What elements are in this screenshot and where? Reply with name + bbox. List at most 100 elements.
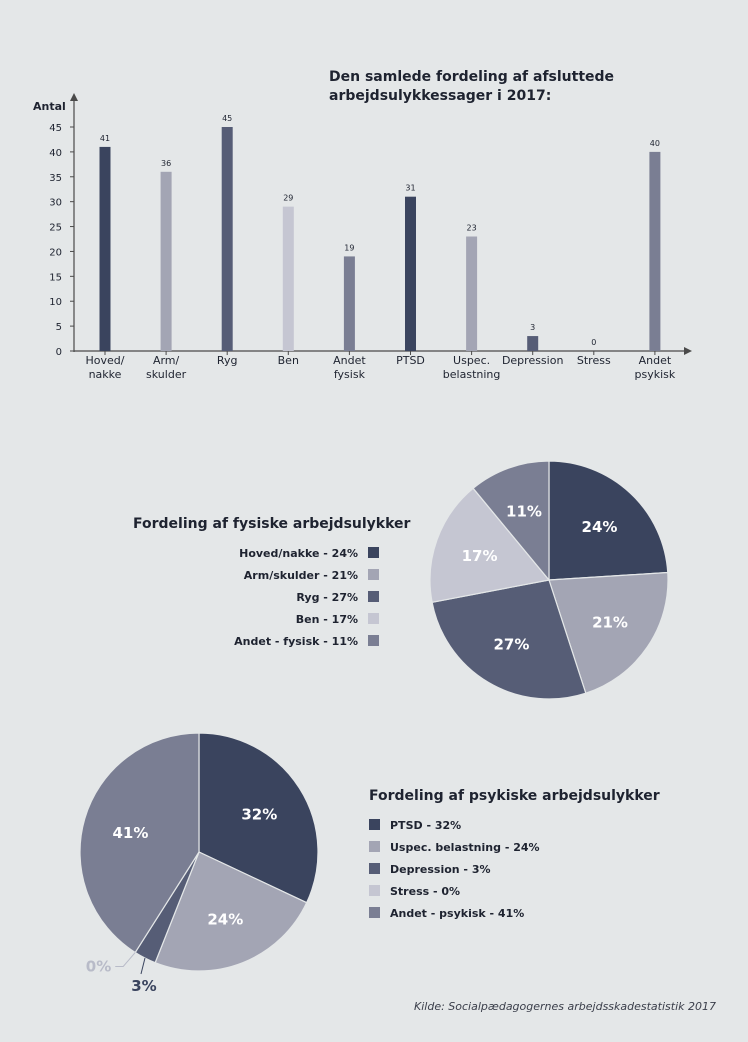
physical-pie-slice-label: 24% (582, 518, 618, 536)
physical-pie-chart (429, 460, 669, 700)
bar-value-label: 40 (650, 139, 660, 148)
psych-pie-legend-swatch (369, 841, 380, 852)
bar-value-label: 19 (344, 243, 354, 252)
bar-value-label: 3 (530, 323, 535, 332)
psych-pie-legend-swatch (369, 819, 380, 830)
physical-pie-title: Fordeling af fysiske arbejdsulykker (133, 516, 411, 532)
source-note: Kilde: Socialpædagogernes arbejdsskadest… (414, 1000, 716, 1013)
y-tick-label: 30 (49, 198, 62, 209)
psych-pie-legend-label: Uspec. belastning - 24% (390, 841, 540, 854)
psych-pie-legend-swatch (369, 885, 380, 896)
psych-pie-callout-line (115, 952, 136, 967)
x-tick-label: fysisk (334, 368, 366, 381)
y-tick-label: 10 (49, 297, 62, 308)
physical-pie-legend-swatch (368, 613, 379, 624)
physical-pie-slice (429, 487, 551, 604)
physical-pie-legend: Hoved/nakke - 24% Arm/skulder - 21% Ryg - … (234, 547, 379, 648)
psych-pie-chart (79, 732, 319, 972)
bar-chart-title: Den samlede fordeling af afsluttede arbe… (329, 69, 614, 104)
physical-pie-slice-label: 11% (506, 503, 542, 521)
physical-pie-legend-swatch (368, 547, 379, 558)
y-tick-label: 25 (49, 223, 62, 234)
physical-pie-legend-label: Arm/skulder - 21% (244, 569, 358, 582)
x-tick-label: PTSD (396, 354, 425, 367)
bar (405, 196, 416, 351)
bar (527, 336, 539, 351)
physical-pie-slice-label: 17% (462, 547, 498, 565)
bar (343, 256, 355, 351)
y-tick-label: 5 (56, 322, 62, 333)
psych-pie-slice-label: 3% (131, 977, 156, 995)
bar-value-label: 29 (283, 194, 293, 203)
bar (221, 127, 233, 351)
x-tick-label: Uspec. (453, 354, 490, 367)
bar-value-label: 45 (222, 114, 232, 123)
psych-pie-slice (154, 851, 308, 972)
psych-pie-slice-label: 41% (112, 824, 148, 842)
x-tick-label: Arm/ (153, 354, 180, 367)
x-axis-arrow (684, 347, 692, 355)
psych-pie-slice (198, 732, 319, 904)
y-tick-label: 0 (56, 347, 62, 358)
psych-pie-legend-label: Andet - psykisk - 41% (390, 907, 524, 920)
psych-pie-slice (79, 732, 200, 954)
psych-pie-legend-swatch (369, 907, 380, 918)
physical-pie-legend-swatch (368, 569, 379, 580)
physical-pie-legend-label: Ryg - 27% (296, 591, 358, 604)
x-tick-label: Andet (333, 354, 366, 367)
x-tick-label: nakke (89, 368, 122, 381)
bar-value-label: 31 (405, 184, 415, 193)
y-tick-label: 15 (49, 272, 62, 283)
psych-pie-legend-label: Stress - 0% (390, 885, 460, 898)
bar (160, 171, 172, 351)
physical-pie-slice-label: 21% (592, 613, 628, 631)
physical-pie-legend-label: Hoved/nakke - 24% (239, 547, 358, 560)
bar-chart: Den samlede fordeling af afsluttede arbe… (33, 69, 692, 381)
x-tick-label: Depression (502, 354, 564, 367)
x-tick-label: Hoved/ (86, 354, 125, 367)
y-tick-label: 35 (49, 173, 62, 184)
physical-pie-slice (431, 579, 587, 700)
bar (466, 236, 478, 351)
psych-pie-slice (134, 851, 200, 964)
bars: 41 36 45 29 19 31 23 3 0 40 (99, 114, 661, 351)
y-tick-label: 20 (49, 247, 62, 258)
psych-pie-legend-label: Depression - 3% (390, 863, 491, 876)
y-tick-label: 45 (49, 123, 62, 134)
x-tick-label: Ryg (217, 354, 238, 367)
psych-pie-slice-label: 0% (86, 957, 111, 975)
physical-pie-slice-label: 27% (493, 636, 529, 654)
bar (649, 151, 661, 351)
physical-pie-slice (548, 571, 669, 694)
bar (282, 206, 294, 351)
bar-value-label: 0 (591, 338, 596, 347)
bar (99, 146, 111, 351)
psych-pie-callout-line (140, 957, 146, 975)
y-axis-arrow (70, 93, 78, 101)
bar-value-label: 23 (467, 224, 477, 233)
psych-pie-legend-swatch (369, 863, 380, 874)
y-tick-label: 40 (49, 148, 62, 159)
psych-pie-slice-label: 32% (241, 806, 277, 824)
bar-value-label: 41 (100, 134, 110, 143)
y-ticks: 0 5 10 15 20 25 30 35 40 45 (49, 123, 74, 358)
physical-pie-legend-label: Andet - fysisk - 11% (234, 635, 358, 648)
x-tick-label: Andet (639, 354, 672, 367)
physical-pie-legend-swatch (368, 635, 379, 646)
x-tick-label: Ben (278, 354, 299, 367)
physical-pie-slice (472, 460, 550, 582)
y-axis-label: Antal (33, 100, 66, 113)
psych-pie-slice-label: 24% (207, 910, 243, 928)
x-tick-label: belastning (443, 368, 501, 381)
physical-pie-labels: 24% 21% 27% 17% 11% (462, 503, 628, 654)
psych-pie-title: Fordeling af psykiske arbejdsulykker (369, 788, 660, 804)
bar-value-label: 36 (161, 159, 171, 168)
x-tick-label: psykisk (635, 368, 676, 381)
physical-pie-legend-label: Ben - 17% (296, 613, 358, 626)
psych-pie-legend: PTSD - 32% Uspec. belastning - 24% Depress… (369, 819, 540, 920)
bar-chart-title-line-2: arbejdsulykkessager i 2017: (329, 88, 551, 104)
physical-pie-legend-swatch (368, 591, 379, 602)
x-tick-label: Stress (577, 354, 611, 367)
physical-pie-slice (548, 460, 669, 581)
psych-pie-legend-label: PTSD - 32% (390, 819, 461, 832)
